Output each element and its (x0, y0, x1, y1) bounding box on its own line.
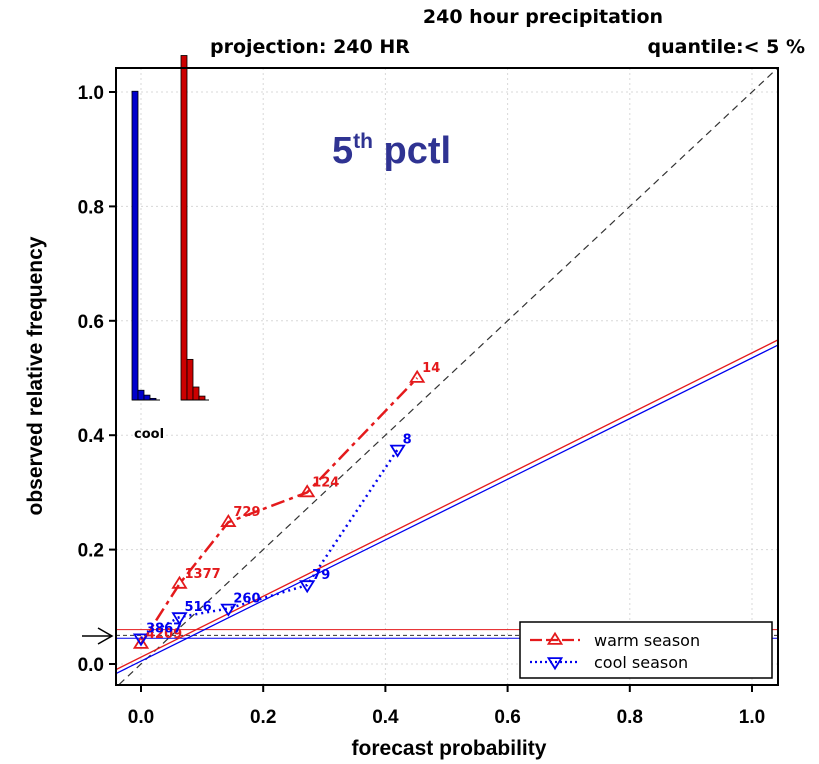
data-marker (220, 603, 237, 617)
sharpness-histograms (131, 55, 209, 401)
quantile-label: quantile:< 5 % (648, 36, 805, 58)
legend-box (519, 621, 773, 679)
chart-title: 240 hour precipitation (423, 6, 663, 28)
x-tick-label: 1.0 (739, 707, 765, 728)
histogram-bar (192, 386, 200, 401)
histogram-bar (186, 358, 194, 401)
annotation-text: pctl (373, 130, 451, 172)
histogram-bar (143, 394, 151, 401)
data-marker (132, 633, 150, 647)
data-marker (220, 513, 237, 527)
point-label: 1377 (184, 567, 220, 582)
axis-ticks: 0.0 0.2 0.4 0.6 0.8 1.0 0.0 0.2 0.4 0.6 0.8 1.0 (78, 83, 766, 728)
percentile-annotation: 5th pctl (332, 130, 451, 172)
x-axis-title: forecast probability (352, 737, 547, 760)
inset-cool-label: cool (134, 427, 164, 442)
y-tick-label: 0.0 (78, 655, 104, 676)
regression-line (116, 339, 778, 671)
data-marker (132, 635, 150, 649)
histogram-bar (198, 395, 206, 401)
legend-marker (546, 631, 564, 645)
x-tick-label: 0.4 (372, 707, 399, 728)
data-marker (171, 575, 188, 589)
point-label: 4209 (146, 627, 182, 642)
y-tick-label: 0.4 (78, 426, 105, 447)
point-label: 8 (403, 433, 412, 448)
legend: warm season cool season (519, 621, 773, 679)
point-label: 729 (233, 505, 260, 520)
x-tick-label: 0.6 (494, 707, 520, 728)
plot-frame (115, 67, 779, 686)
point-label: 79 (312, 568, 330, 583)
histogram-bar (137, 389, 145, 401)
series-line (139, 377, 419, 645)
point-label: 3867 (146, 621, 182, 636)
legend-label: warm season (594, 631, 700, 650)
climatology-arrow (82, 627, 114, 645)
x-tick-label: 0.8 (617, 707, 643, 728)
point-label: 260 (233, 592, 260, 607)
annotation-superscript: th (353, 130, 373, 153)
data-marker (389, 444, 406, 458)
projection-label: projection: 240 HR (210, 36, 410, 58)
perfect-reliability-line (117, 68, 778, 685)
histogram-bar (180, 55, 188, 401)
legend-label: cool season (594, 653, 688, 672)
y-tick-label: 1.0 (78, 83, 104, 104)
annotation-number: 5 (332, 130, 353, 172)
data-marker (299, 580, 316, 594)
point-label: 124 (312, 475, 339, 490)
regression-line (116, 344, 778, 675)
y-axis-title: observed relative frequency (24, 236, 47, 515)
legend-marker (546, 657, 564, 671)
point-label: 14 (422, 361, 440, 376)
y-tick-label: 0.8 (78, 197, 104, 218)
histogram-bar (131, 90, 139, 401)
data-marker (299, 484, 316, 498)
y-tick-label: 0.2 (78, 541, 104, 562)
data-marker (171, 612, 188, 626)
data-marker (409, 369, 426, 383)
x-tick-label: 0.2 (250, 707, 276, 728)
point-label: 516 (184, 600, 211, 615)
x-tick-label: 0.0 (128, 707, 154, 728)
y-tick-label: 0.6 (78, 312, 104, 333)
